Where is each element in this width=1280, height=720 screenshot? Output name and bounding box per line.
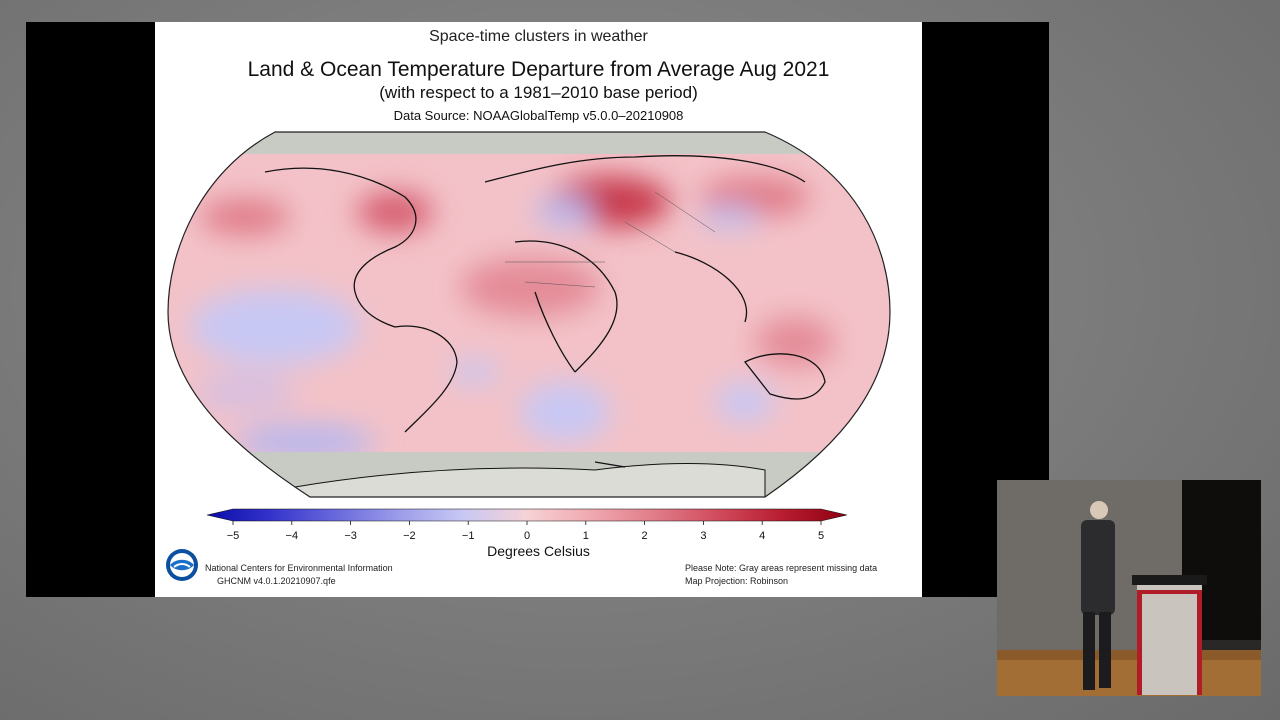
dataset-version: GHCNM v4.0.1.20210907.qfe (217, 576, 336, 586)
speaker-figure (1081, 501, 1115, 690)
colorbar-tick-label: −1 (461, 530, 475, 542)
colorbar-tick-label: −3 (344, 530, 357, 542)
colorbar-tick-label: 5 (817, 530, 825, 542)
temperature-anomaly-map (167, 131, 891, 498)
colorbar-tick-label: 4 (759, 530, 766, 542)
podium (1132, 575, 1207, 695)
colorbar-tick-label: −2 (403, 530, 416, 542)
footer-notes: Please Note: Gray areas represent missin… (685, 562, 877, 588)
speaker-video-inset (997, 480, 1261, 696)
colorbar-tick-label: 0 (523, 530, 531, 542)
colorbar-units: Degrees Celsius (487, 543, 590, 559)
colorbar-tick-label: −4 (285, 530, 299, 542)
colorbar-tick-label: 2 (641, 530, 648, 542)
missing-data-note: Please Note: Gray areas represent missin… (685, 563, 878, 573)
org-name: National Centers for Environmental Infor… (205, 563, 393, 573)
colorbar-tick-label: −5 (226, 530, 240, 542)
slide-heading: Space-time clusters in weather (429, 28, 648, 45)
colorbar-tick-label: 1 (582, 530, 589, 542)
map-fill (168, 132, 890, 497)
map-subtitle: (with respect to a 1981–2010 base period… (379, 83, 698, 102)
noaa-logo (166, 549, 198, 581)
map-source: Data Source: NOAAGlobalTemp v5.0.0–20210… (393, 108, 684, 123)
projection-note: Map Projection: Robinson (685, 576, 789, 586)
map-title: Land & Ocean Temperature Departure from … (247, 58, 830, 81)
footer-organization: National Centers for Environmental Infor… (205, 562, 393, 588)
colorbar (206, 508, 848, 525)
map-outline (167, 131, 891, 498)
colorbar-tick-label: 3 (700, 530, 707, 542)
slide: Space-time clusters in weather Land & Oc… (155, 22, 922, 597)
